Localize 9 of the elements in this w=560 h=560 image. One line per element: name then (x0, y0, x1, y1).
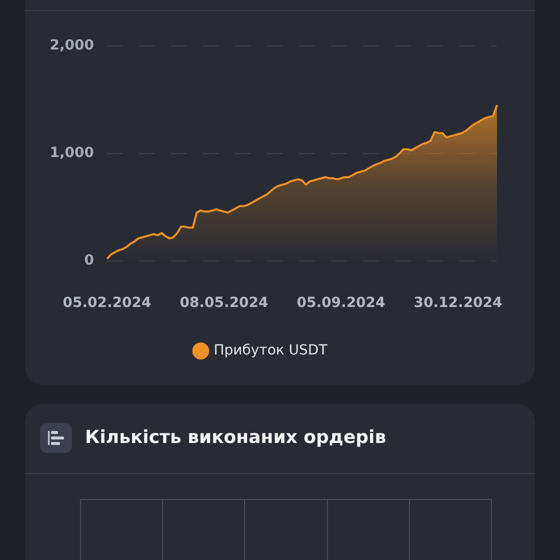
text: Кількість виконаних ордерів (85, 426, 386, 450)
x-tick-label: 05.09.2024 (296, 295, 386, 312)
x-tick-label: 08.05.2024 (180, 295, 269, 312)
x-tick-label: 05.02.2024 (62, 295, 152, 312)
y-tick-label: 1,000 (50, 145, 94, 162)
y-tick-label: 0 (84, 252, 94, 269)
legend-label: Прибуток USDT (214, 342, 328, 359)
x-tick-label: 30.12.2024 (414, 295, 503, 312)
y-tick-label: 2,000 (50, 38, 94, 54)
